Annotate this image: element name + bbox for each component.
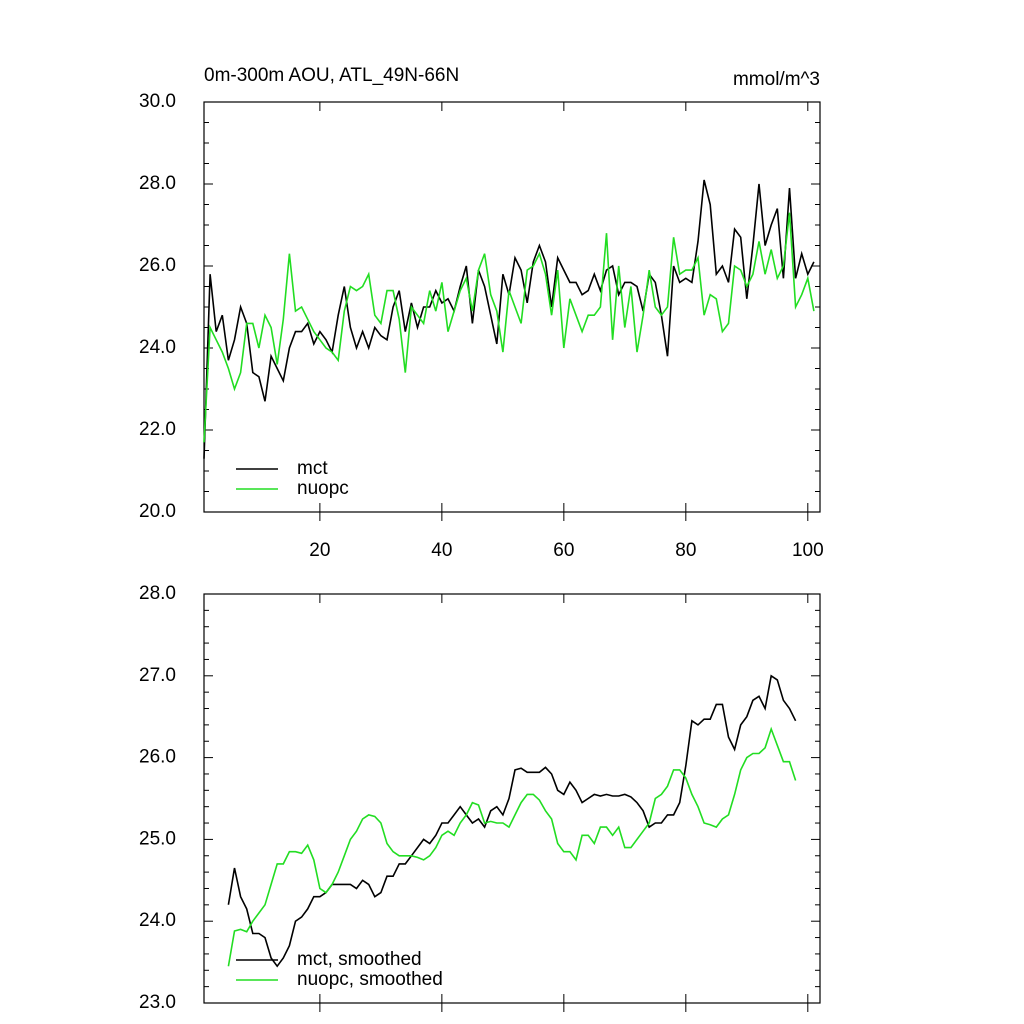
legend-label: nuopc (297, 478, 349, 499)
x-tick-label: 80 (675, 540, 696, 561)
y-tick-label: 27.0 (139, 665, 176, 686)
x-tick-label: 100 (792, 540, 824, 561)
y-tick-label: 24.0 (139, 910, 176, 931)
legend-label: mct, smoothed (297, 949, 422, 970)
y-tick-label: 26.0 (139, 255, 176, 276)
chart-title: 0m-300m AOU, ATL_49N-66N (204, 65, 459, 86)
y-tick-label: 22.0 (139, 419, 176, 440)
x-tick-label: 40 (431, 540, 452, 561)
y-tick-label: 25.0 (139, 828, 176, 849)
data-line (227, 726, 797, 967)
plot-frame (203, 593, 821, 1004)
y-tick-label: 23.0 (139, 992, 176, 1013)
y-tick-label: 28.0 (139, 583, 176, 604)
data-line (227, 674, 797, 968)
y-tick-label: 28.0 (139, 173, 176, 194)
y-tick-label: 26.0 (139, 747, 176, 768)
units-label: mmol/m^3 (733, 69, 820, 90)
y-tick-label: 30.0 (139, 91, 176, 112)
y-tick-label: 20.0 (139, 501, 176, 522)
plot-frame (203, 101, 821, 513)
legend-label: mct (297, 458, 328, 479)
x-tick-label: 20 (309, 540, 330, 561)
data-line (203, 212, 815, 443)
y-tick-label: 24.0 (139, 337, 176, 358)
data-line (203, 179, 815, 459)
legend-label: nuopc, smoothed (297, 969, 443, 990)
x-tick-label: 60 (553, 540, 574, 561)
